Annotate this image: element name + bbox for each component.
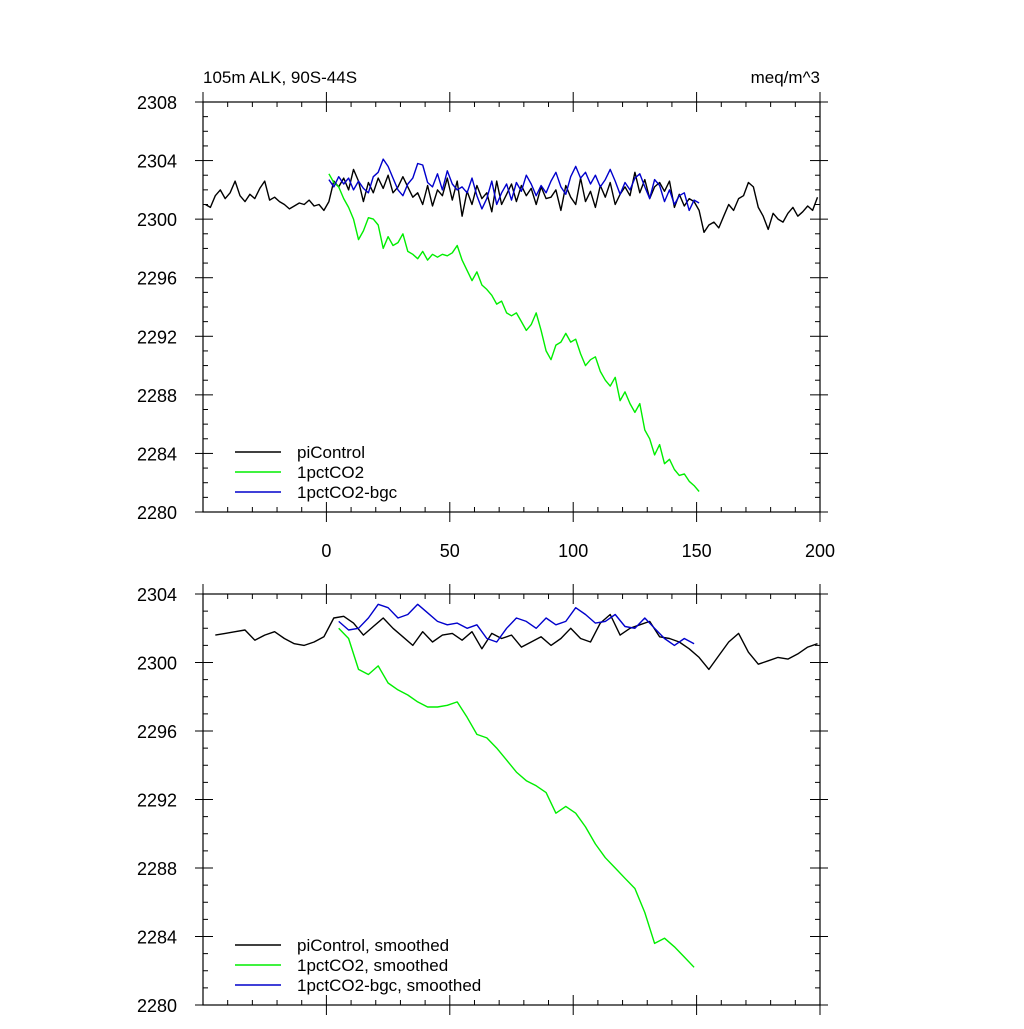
y-tick-label: 2284: [137, 444, 177, 464]
legend-label: piControl: [297, 443, 365, 462]
units-label: meq/m^3: [751, 68, 820, 87]
series-line-2: [328, 158, 700, 212]
series-line-1: [338, 627, 695, 968]
y-tick-label: 2308: [137, 93, 177, 113]
y-tick-label: 2296: [137, 722, 177, 742]
y-tick-label: 2296: [137, 269, 177, 289]
x-tick-label: 100: [558, 541, 588, 561]
y-tick-label: 2304: [137, 585, 177, 605]
y-tick-label: 2300: [137, 654, 177, 674]
x-tick-label: 200: [805, 541, 835, 561]
y-tick-label: 2284: [137, 928, 177, 948]
x-tick-label: 50: [440, 541, 460, 561]
y-tick-label: 2292: [137, 791, 177, 811]
y-tick-label: 2288: [137, 859, 177, 879]
legend-label: 1pctCO2-bgc, smoothed: [297, 976, 481, 995]
y-tick-label: 2292: [137, 327, 177, 347]
chart-title: 105m ALK, 90S-44S: [203, 68, 357, 87]
x-tick-label: 150: [682, 541, 712, 561]
plot-frame: [202, 593, 821, 1006]
legend-label: piControl, smoothed: [297, 936, 449, 955]
y-tick-label: 2300: [137, 210, 177, 230]
legend-label: 1pctCO2, smoothed: [297, 956, 448, 975]
plot-frame: [202, 101, 821, 513]
series-line-0: [215, 613, 818, 671]
bottom-panel: 2280 2284 2288 2292 2296 2300 2304 piControl, s…: [137, 584, 828, 1016]
y-tick-label: 2288: [137, 386, 177, 406]
series-line-0: [205, 168, 819, 234]
legend-label: 1pctCO2-bgc: [297, 483, 398, 502]
x-tick-label: 0: [321, 541, 331, 561]
y-tick-label: 2280: [137, 996, 177, 1016]
legend-label: 1pctCO2: [297, 463, 364, 482]
y-tick-label: 2280: [137, 503, 177, 523]
top-panel: 0 50 100 150 200 2280 2284 2288 2292 2296 2300 2304…: [137, 92, 835, 561]
series-line-1: [328, 173, 700, 492]
series-line-2: [338, 603, 695, 647]
y-tick-label: 2304: [137, 152, 177, 172]
